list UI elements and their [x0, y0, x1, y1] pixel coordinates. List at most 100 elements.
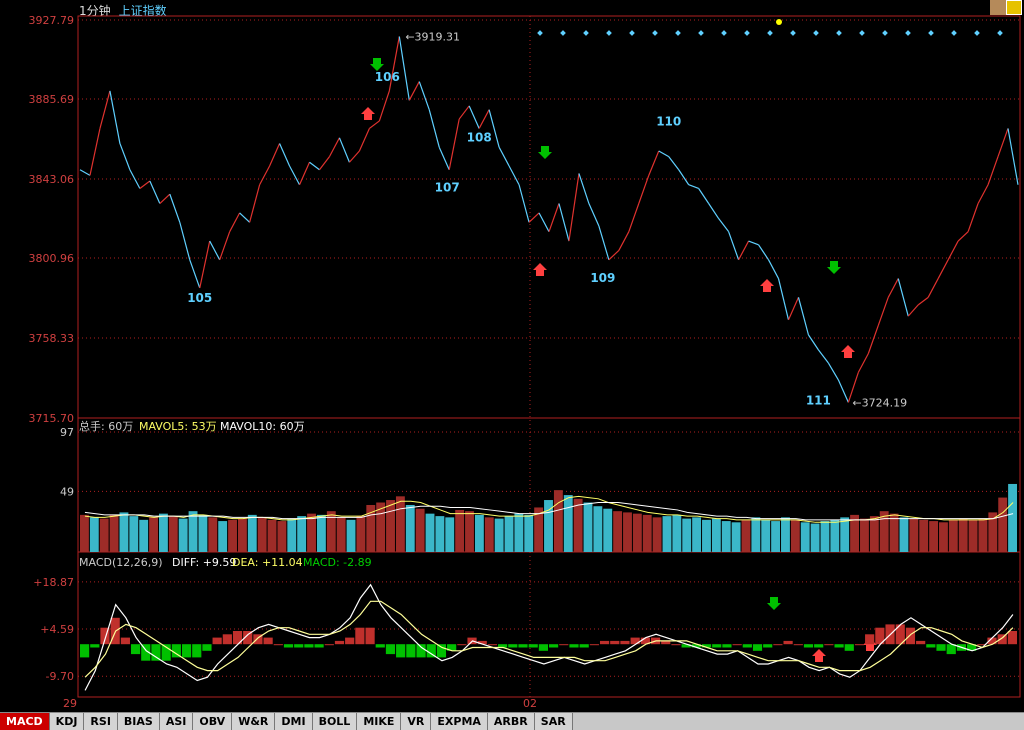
high-price-label: ←3919.31 — [405, 30, 460, 43]
price-line-segment — [348, 150, 360, 163]
price-line-segment — [418, 81, 430, 110]
signal-dot — [997, 30, 1003, 36]
macd-histogram-bar — [426, 644, 436, 658]
sell-arrow-icon — [827, 261, 841, 274]
macd-histogram-bar — [498, 644, 508, 648]
buy-arrow-icon — [841, 345, 855, 358]
tab-sar[interactable]: SAR — [534, 713, 573, 730]
price-line-segment — [777, 278, 790, 320]
volume-bar — [287, 518, 297, 552]
volume-bar — [968, 519, 978, 552]
volume-bar — [623, 512, 632, 552]
volume-bar — [119, 512, 129, 552]
macd-histogram-bar — [620, 640, 630, 645]
tab-asi[interactable]: ASI — [159, 713, 194, 730]
wave-label: 110 — [656, 115, 681, 129]
tab-arbr[interactable]: ARBR — [487, 713, 535, 730]
macd-histogram-bar — [161, 644, 171, 661]
volume-bar — [563, 495, 573, 552]
signal-dot — [836, 30, 842, 36]
price-line-segment — [738, 240, 750, 261]
macd-histogram-bar — [773, 644, 783, 646]
price-line-segment — [149, 180, 161, 204]
price-line-segment — [99, 90, 111, 129]
price-line-segment — [807, 334, 819, 351]
macd-histogram-bar — [854, 644, 865, 646]
macd-histogram-bar — [416, 644, 426, 658]
macd-histogram-bar — [722, 644, 732, 648]
tab-obv[interactable]: OBV — [193, 713, 233, 730]
price-line-segment — [917, 296, 929, 306]
macd-histogram-bar — [681, 644, 691, 648]
macd-histogram-bar — [375, 644, 385, 648]
macd-tick-label: +4.59 — [40, 623, 74, 636]
tab-vr[interactable]: VR — [401, 713, 432, 730]
macd-histogram-bar — [436, 644, 447, 658]
volume-bar — [632, 513, 642, 552]
price-line-segment — [508, 165, 520, 186]
volume-bar — [307, 513, 316, 552]
price-tick-label: 3715.70 — [29, 412, 75, 425]
volume-bar — [850, 514, 860, 552]
wave-label: 109 — [590, 271, 615, 285]
tab-bias[interactable]: BIAS — [117, 713, 160, 730]
tab-expma[interactable]: EXPMA — [431, 713, 488, 730]
price-line-segment — [538, 212, 550, 232]
price-line-segment — [957, 231, 969, 242]
price-line-segment — [937, 259, 949, 279]
signal-dot — [767, 30, 773, 36]
price-line-segment — [219, 231, 231, 261]
price-line-segment — [927, 278, 939, 298]
buy-arrow-icon — [760, 279, 774, 292]
price-line-segment — [438, 146, 450, 170]
price-line-segment — [398, 36, 410, 101]
volume-bar — [188, 511, 198, 552]
price-line-segment — [518, 184, 530, 223]
price-line-segment — [369, 120, 380, 129]
price-line-segment — [718, 218, 730, 233]
price-line-segment — [199, 240, 211, 289]
volume-bar — [820, 521, 830, 552]
tab-macd[interactable]: MACD — [0, 713, 50, 730]
signal-dot — [744, 30, 750, 36]
macd-histogram-bar — [487, 644, 498, 646]
price-line-segment — [79, 169, 91, 176]
tab-rsi[interactable]: RSI — [84, 713, 118, 730]
price-line-segment — [249, 184, 261, 223]
tab-kdj[interactable]: KDJ — [49, 713, 85, 730]
tab-boll[interactable]: BOLL — [312, 713, 358, 730]
macd-histogram-bar — [294, 644, 304, 648]
price-line-segment — [708, 203, 720, 219]
macd-histogram-bar — [926, 644, 936, 648]
tool-icon[interactable] — [990, 0, 1006, 15]
volume-bar — [405, 504, 415, 552]
volume-bar — [909, 518, 919, 552]
volume-bar — [237, 518, 247, 552]
price-line-segment — [528, 212, 540, 223]
volume-bar — [218, 521, 228, 552]
volume-bar — [336, 517, 346, 552]
tab-dmi[interactable]: DMI — [275, 713, 313, 730]
tab-mike[interactable]: MIKE — [357, 713, 402, 730]
price-line-segment — [378, 90, 390, 122]
volume-bar — [879, 511, 889, 552]
signal-dot — [583, 30, 589, 36]
volume-bar — [168, 516, 178, 552]
sell-arrow-icon — [538, 146, 552, 159]
macd-histogram-bar — [202, 644, 212, 651]
macd-histogram-bar — [130, 644, 141, 655]
macd-histogram-bar — [589, 644, 599, 646]
tab-wr[interactable]: W&R — [232, 713, 276, 730]
price-line-segment — [1007, 128, 1019, 185]
macd-histogram-bar — [712, 644, 722, 648]
volume-bar — [682, 518, 692, 552]
macd-histogram-bar — [599, 640, 610, 645]
macd-histogram-bar — [355, 627, 365, 645]
sell-arrow-icon — [370, 58, 384, 71]
window-icon[interactable] — [1006, 0, 1022, 15]
macd-histogram-bar — [987, 637, 997, 645]
macd-histogram-bar — [232, 631, 243, 645]
price-line-segment — [728, 231, 740, 261]
volume-bar — [356, 516, 366, 552]
